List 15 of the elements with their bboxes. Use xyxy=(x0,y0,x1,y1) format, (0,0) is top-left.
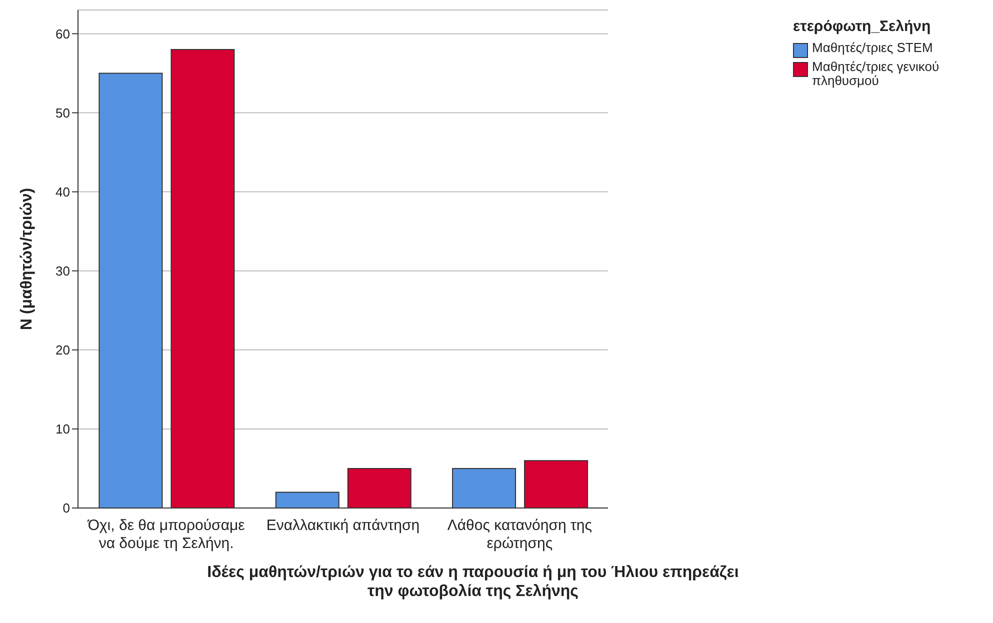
x-axis-title: Ιδέες μαθητών/τριών για το εάν η παρουσία ή μη του Ήλιου επηρεάζει την φωτοβολία της Σελήνης xyxy=(206,563,740,601)
y-tick-label: 40 xyxy=(56,184,70,200)
x-tick-label: Εναλλακτική απάντηση xyxy=(266,517,420,534)
x-tick-label: Όχι, δε θα μπορούσαμε να δούμε τη Σελήνη. xyxy=(86,517,246,552)
y-tick-label: 50 xyxy=(56,105,70,120)
y-tick-label: 10 xyxy=(56,422,70,437)
y-tick-label: 0 xyxy=(62,500,70,516)
legend-label: Μαθητές/τριες γενικού πληθυσμού xyxy=(812,59,940,88)
y-tick-label: 60 xyxy=(56,26,70,42)
y-axis-title: N (μαθητών/τριών) xyxy=(18,188,36,330)
y-tick-label: 30 xyxy=(56,263,70,278)
legend-title: ετερόφωτη_Σελήνη xyxy=(793,18,932,35)
y-tick-label: 20 xyxy=(56,342,70,358)
x-tick-label: Λάθος κατανόηση της ερώτησης xyxy=(447,517,592,552)
legend-label: Μαθητές/τριες STEM xyxy=(812,40,933,55)
